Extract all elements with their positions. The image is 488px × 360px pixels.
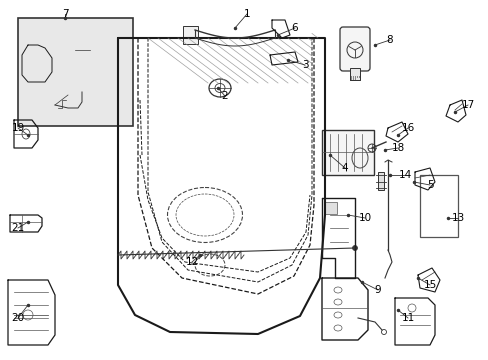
Text: 11: 11	[401, 313, 414, 323]
Text: 5: 5	[426, 180, 432, 190]
Text: 15: 15	[423, 280, 436, 290]
Text: 4: 4	[341, 163, 347, 173]
Text: 10: 10	[358, 213, 371, 223]
Ellipse shape	[352, 246, 357, 251]
Text: 20: 20	[11, 313, 24, 323]
Text: 12: 12	[185, 257, 198, 267]
Text: 21: 21	[11, 223, 24, 233]
Text: 9: 9	[374, 285, 381, 295]
Text: 7: 7	[61, 9, 68, 19]
Text: 3: 3	[301, 60, 307, 70]
Text: 17: 17	[461, 100, 474, 110]
Text: 16: 16	[401, 123, 414, 133]
Bar	[358, 76, 359, 79]
Text: 18: 18	[390, 143, 404, 153]
Bar	[349, 68, 359, 80]
Bar	[377, 172, 383, 190]
Text: 13: 13	[450, 213, 464, 223]
Bar	[354, 76, 355, 78]
Text: 6: 6	[291, 23, 298, 33]
FancyBboxPatch shape	[339, 27, 369, 71]
Bar	[419, 175, 457, 237]
Bar	[352, 76, 353, 78]
Bar	[325, 202, 336, 214]
Text: 8: 8	[386, 35, 392, 45]
Bar	[350, 76, 351, 78]
Text: 19: 19	[11, 123, 24, 133]
Bar	[183, 26, 198, 44]
Text: 14: 14	[398, 170, 411, 180]
Text: 2: 2	[221, 91, 228, 101]
Bar	[18, 18, 133, 126]
Bar	[356, 76, 357, 78]
Bar	[321, 130, 373, 175]
Text: 1: 1	[243, 9, 250, 19]
